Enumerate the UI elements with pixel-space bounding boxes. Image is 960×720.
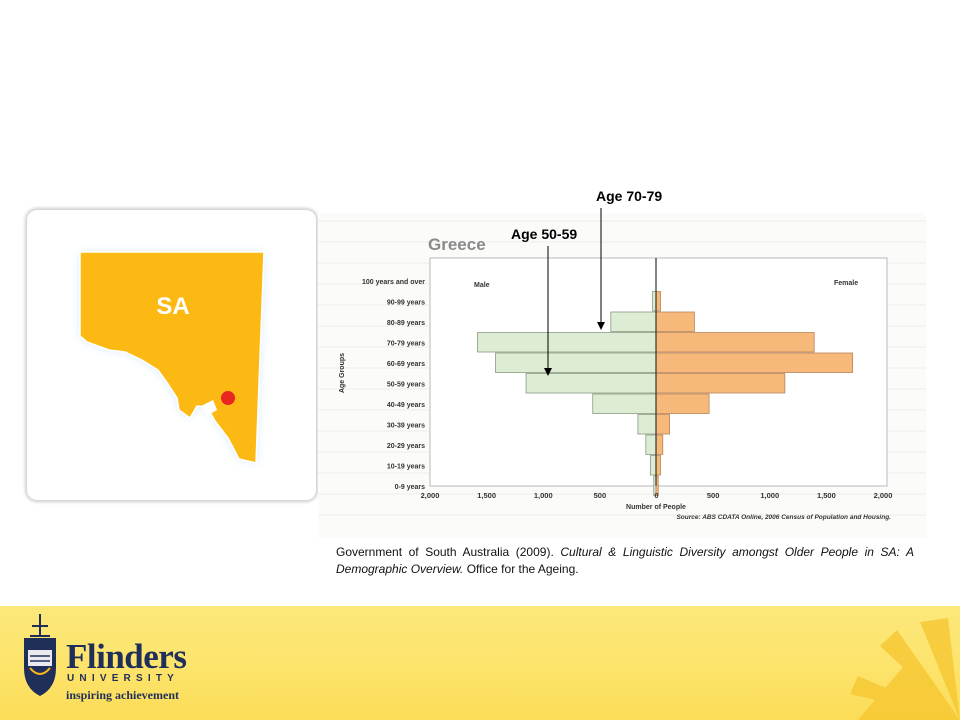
logo-wordmark: Flinders: [66, 637, 187, 676]
x-axis-label: Number of People: [626, 504, 686, 511]
bar-male-8: [645, 434, 657, 455]
category-label: 10-19 years: [387, 464, 425, 471]
bar-female-4: [655, 352, 854, 373]
bar-male-3: [477, 332, 657, 353]
bar-male-6: [592, 393, 657, 414]
y-axis-label: Age Groups: [339, 353, 346, 393]
bar-female-5: [655, 373, 786, 394]
category-label: 40-49 years: [387, 402, 425, 409]
citation-title: Cultural & Linguistic Diversity amongst …: [336, 545, 914, 576]
bar-female-9: [655, 455, 661, 476]
callout-age-50-59: Age 50-59: [511, 226, 578, 242]
bar-female-2: [655, 311, 695, 332]
bar-male-7: [637, 414, 657, 435]
sa-state-shape: [79, 251, 265, 464]
category-label: 70-79 years: [387, 341, 425, 348]
bar-female-1: [655, 291, 661, 312]
map-label: SA: [156, 293, 189, 320]
category-label: 100 years and over: [362, 279, 425, 286]
chart-source: Source: ABS CDATA Online, 2006 Census of…: [676, 514, 891, 521]
logo-tagline: inspiring achievement: [66, 688, 179, 702]
x-tick-label: 1,000: [760, 491, 779, 500]
bar-male-2: [610, 311, 657, 332]
bar-male-5: [525, 373, 657, 394]
x-tick-label: 500: [707, 491, 720, 500]
callout-age-70-79: Age 70-79: [596, 188, 663, 204]
footer-band: [0, 606, 960, 720]
category-label: 90-99 years: [387, 300, 425, 307]
university-crest: [24, 614, 56, 696]
x-tick-label: 1,000: [534, 491, 553, 500]
chart-area: Greece Age Groups Male Female 100 years …: [318, 213, 926, 538]
category-label: 80-89 years: [387, 320, 425, 327]
bar-female-8: [655, 434, 664, 455]
bar-female-7: [655, 414, 670, 435]
chart-title: Greece: [428, 235, 486, 254]
bar-female-6: [655, 393, 710, 414]
bar-male-9: [649, 455, 657, 476]
legend-male: Male: [474, 282, 490, 289]
adelaide-marker: [221, 391, 235, 405]
x-tick-label: 1,500: [817, 491, 836, 500]
logo-subline: UNIVERSITY: [67, 673, 180, 684]
bar-male-4: [495, 352, 657, 373]
category-label: 60-69 years: [387, 361, 425, 368]
category-label: 50-59 years: [387, 382, 425, 389]
sa-map: SA: [79, 251, 265, 464]
citation-plain-1: Government of South Australia (2009).: [336, 545, 561, 559]
category-label: 0-9 years: [395, 484, 425, 491]
population-pyramid: Greece Age Groups Male Female 100 years …: [318, 220, 926, 521]
map-card: SA: [27, 210, 316, 500]
x-tick-label: 500: [594, 491, 607, 500]
citation: Government of South Australia (2009). Cu…: [336, 544, 914, 578]
category-label: 20-29 years: [387, 443, 425, 450]
citation-plain-2: Office for the Ageing.: [463, 562, 579, 576]
gulf-shape: [201, 400, 217, 416]
x-tick-label: 2,000: [874, 491, 893, 500]
sunburst-decoration: [24, 614, 960, 720]
legend-female: Female: [834, 280, 858, 287]
x-tick-label: 0: [654, 491, 658, 500]
x-tick-label: 1,500: [477, 491, 496, 500]
bar-female-3: [655, 332, 815, 353]
category-label: 30-39 years: [387, 423, 425, 430]
x-tick-label: 2,000: [421, 491, 440, 500]
